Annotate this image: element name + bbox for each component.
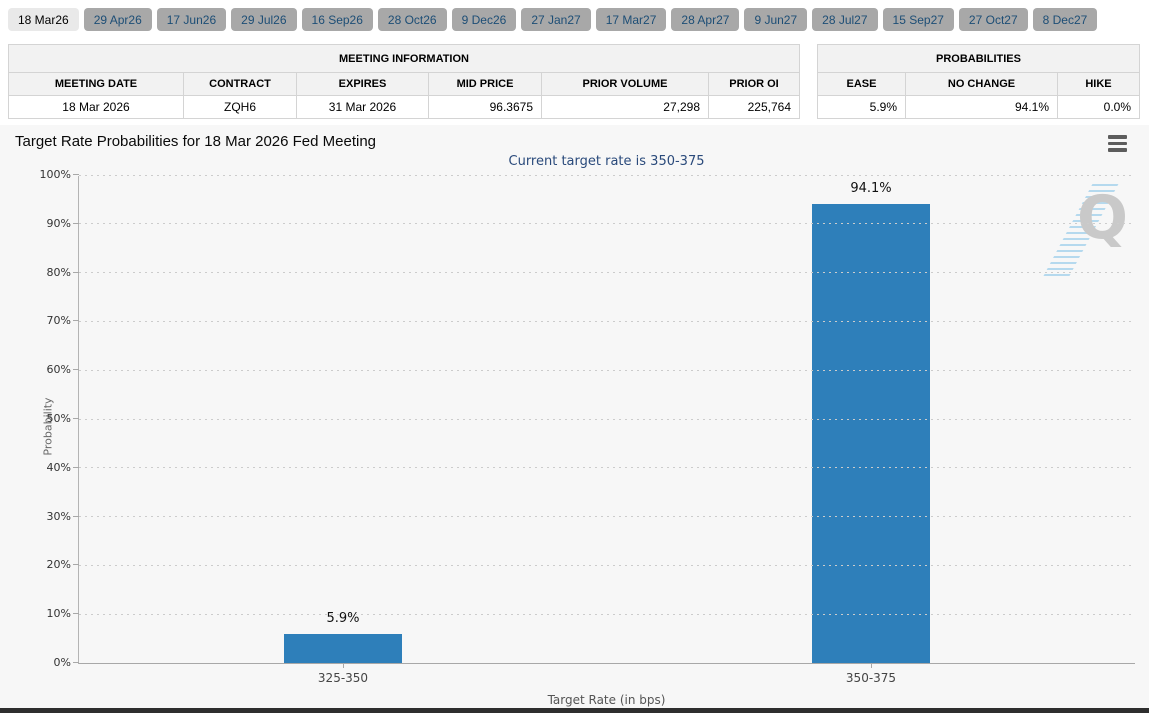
probabilities-table: PROBABILITIES EASE NO CHANGE HIKE 5.9% 9… bbox=[817, 44, 1140, 119]
gridline bbox=[79, 564, 1135, 566]
col-mid-price: MID PRICE bbox=[428, 72, 542, 96]
gridline bbox=[79, 467, 1135, 469]
gridline bbox=[79, 418, 1135, 420]
meeting-information-title: MEETING INFORMATION bbox=[8, 44, 800, 73]
col-contract: CONTRACT bbox=[183, 72, 297, 96]
y-tick-mark bbox=[73, 515, 79, 517]
col-prior-volume: PRIOR VOLUME bbox=[541, 72, 709, 96]
tab-27-jan27[interactable]: 27 Jan27 bbox=[521, 8, 591, 31]
ease-value: 5.9% bbox=[817, 95, 906, 119]
tab-9-jun27[interactable]: 9 Jun27 bbox=[744, 8, 808, 31]
tab-27-oct27[interactable]: 27 Oct27 bbox=[958, 8, 1028, 31]
y-tick-label: 20% bbox=[46, 558, 71, 572]
y-tick-mark bbox=[73, 320, 79, 322]
x-tick-mark bbox=[343, 663, 344, 668]
y-tick-label: 30% bbox=[46, 509, 71, 523]
y-tick-mark bbox=[73, 369, 79, 371]
tab-18-mar26[interactable]: 18 Mar26 bbox=[8, 8, 79, 31]
expires-value: 31 Mar 2026 bbox=[296, 95, 429, 119]
tab-29-apr26[interactable]: 29 Apr26 bbox=[83, 8, 152, 31]
y-tick-mark bbox=[73, 271, 79, 273]
y-tick-mark bbox=[73, 222, 79, 224]
gridline bbox=[79, 369, 1135, 371]
no-change-value: 94.1% bbox=[905, 95, 1058, 119]
gridline bbox=[79, 272, 1135, 274]
x-tick-mark bbox=[871, 663, 872, 668]
tab-28-jul27[interactable]: 28 Jul27 bbox=[812, 8, 878, 31]
col-prior-oi: PRIOR OI bbox=[708, 72, 800, 96]
meeting-date-value: 18 Mar 2026 bbox=[8, 95, 184, 119]
bar-value-label: 94.1% bbox=[850, 180, 892, 196]
col-expires: EXPIRES bbox=[296, 72, 429, 96]
gridline bbox=[79, 516, 1135, 518]
hamburger-menu-icon[interactable] bbox=[1108, 134, 1127, 153]
bar-350-375[interactable] bbox=[812, 203, 930, 663]
y-tick-label: 40% bbox=[46, 460, 71, 474]
y-tick-mark bbox=[73, 662, 79, 663]
y-tick-mark bbox=[73, 466, 79, 468]
col-meeting-date: MEETING DATE bbox=[8, 72, 184, 96]
y-tick-mark bbox=[73, 174, 79, 175]
footer-bar bbox=[0, 708, 1149, 713]
tab-15-sep27[interactable]: 15 Sep27 bbox=[882, 8, 954, 31]
col-ease: EASE bbox=[817, 72, 906, 96]
meeting-date-tabbar: 18 Mar26 29 Apr26 17 Jun26 29 Jul26 16 Sep26… bbox=[8, 8, 1143, 31]
gridline bbox=[79, 223, 1135, 225]
y-tick-mark bbox=[73, 418, 79, 419]
y-tick-label: 90% bbox=[46, 216, 71, 230]
x-axis-title: Target Rate (in bps) bbox=[547, 693, 666, 707]
prior-oi-value: 225,764 bbox=[708, 95, 800, 119]
y-tick-label: 10% bbox=[46, 607, 71, 621]
y-tick-mark bbox=[73, 613, 79, 615]
tab-16-sep26[interactable]: 16 Sep26 bbox=[301, 8, 373, 31]
meeting-information-table: MEETING INFORMATION MEETING DATE CONTRAC… bbox=[8, 44, 800, 119]
tab-28-oct26[interactable]: 28 Oct26 bbox=[377, 8, 447, 31]
tab-28-apr27[interactable]: 28 Apr27 bbox=[671, 8, 740, 31]
y-tick-label: 50% bbox=[46, 412, 71, 425]
gridline bbox=[79, 174, 1135, 176]
tab-29-jul26[interactable]: 29 Jul26 bbox=[231, 8, 297, 31]
bar-value-label: 5.9% bbox=[326, 611, 360, 627]
tab-9-dec26[interactable]: 9 Dec26 bbox=[451, 8, 517, 31]
prior-volume-value: 27,298 bbox=[541, 95, 709, 119]
probabilities-title: PROBABILITIES bbox=[817, 44, 1140, 73]
x-tick-label: 350-375 bbox=[845, 671, 897, 685]
bar-325-350[interactable] bbox=[284, 634, 402, 663]
y-tick-label: 0% bbox=[53, 656, 71, 669]
bar-chart-plot-area: Probability 5.9% 325-350 94.1% 350-375 0… bbox=[40, 168, 1135, 685]
y-tick-label: 70% bbox=[46, 314, 71, 328]
y-tick-label: 80% bbox=[46, 265, 71, 279]
chart-title: Target Rate Probabilities for 18 Mar 202… bbox=[15, 133, 377, 150]
y-axis-title: Probability bbox=[41, 396, 55, 456]
col-hike: HIKE bbox=[1057, 72, 1140, 96]
y-tick-label: 60% bbox=[46, 363, 71, 377]
gridline bbox=[79, 613, 1135, 615]
chart-subtitle: Current target rate is 350-375 bbox=[508, 154, 705, 169]
gridline bbox=[79, 320, 1135, 322]
tab-8-dec27[interactable]: 8 Dec27 bbox=[1032, 8, 1098, 31]
hike-value: 0.0% bbox=[1057, 95, 1140, 119]
contract-value: ZQH6 bbox=[183, 95, 297, 119]
y-tick-label: 100% bbox=[39, 168, 71, 181]
x-tick-label: 325-350 bbox=[317, 671, 369, 685]
target-rate-chart-panel: Target Rate Probabilities for 18 Mar 202… bbox=[0, 125, 1149, 708]
tab-17-mar27[interactable]: 17 Mar27 bbox=[595, 8, 667, 31]
mid-price-value: 96.3675 bbox=[428, 95, 542, 119]
col-no-change: NO CHANGE bbox=[905, 72, 1058, 96]
y-tick-mark bbox=[73, 564, 79, 566]
tab-17-jun26[interactable]: 17 Jun26 bbox=[156, 8, 227, 31]
